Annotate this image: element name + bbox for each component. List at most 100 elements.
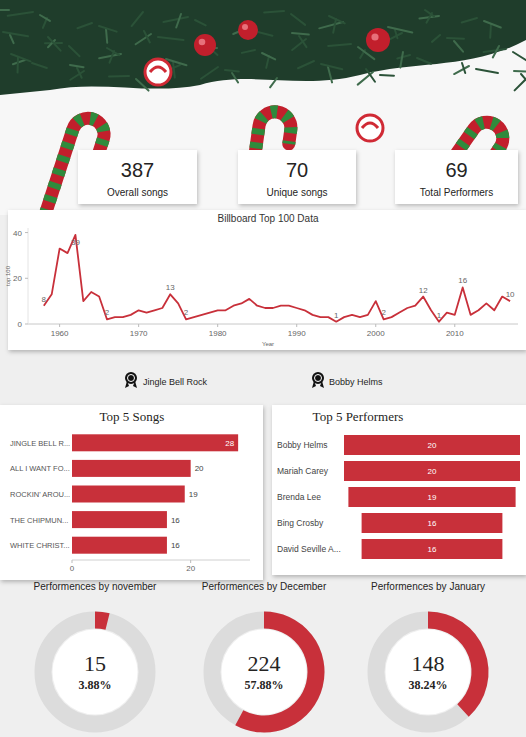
needle <box>425 10 434 16</box>
donut-value: 224 <box>248 651 281 676</box>
data-label: 1 <box>437 311 442 320</box>
x-tick-label: 1960 <box>51 329 69 338</box>
chart-title: Top 5 Performers <box>313 409 404 424</box>
kpi-label: Total Performers <box>420 187 493 198</box>
data-label: 10 <box>506 290 515 299</box>
needle <box>521 74 526 86</box>
candy-swirl <box>362 123 378 128</box>
kpi-label: Overall songs <box>107 187 168 198</box>
data-label: 39 <box>71 238 80 247</box>
data-label: 19 <box>189 490 198 499</box>
needle <box>493 46 499 57</box>
x-tick <box>59 324 60 327</box>
needle <box>77 68 82 78</box>
y-tick <box>25 278 28 279</box>
donut-chart: Performences by January14838.24% <box>371 581 485 724</box>
chart-title: Top 5 Songs <box>100 409 165 424</box>
needle <box>77 23 92 28</box>
x-tick-label: 1970 <box>130 329 148 338</box>
needle <box>462 18 477 22</box>
ornament-shine <box>242 24 248 30</box>
donut-track <box>212 620 316 724</box>
candy-swirl <box>150 67 166 72</box>
donut-center <box>53 630 138 715</box>
needle <box>0 9 9 11</box>
needle <box>3 32 28 36</box>
kpi-label: Unique songs <box>266 187 327 198</box>
category-label: Bobby Helms <box>277 440 328 450</box>
x-axis-line <box>72 560 250 561</box>
donut-value: 148 <box>412 651 445 676</box>
y-tick-label: 20 <box>13 274 22 283</box>
category-label: JINGLE BELL R... <box>10 439 70 448</box>
x-tick <box>138 324 139 327</box>
funnel-bar <box>362 513 503 533</box>
line-series <box>44 235 510 322</box>
kpi-card: 69Total Performers <box>395 150 518 204</box>
y-axis-title: top 100 <box>5 265 11 286</box>
ornament <box>366 28 390 52</box>
data-label: 28 <box>225 439 234 448</box>
medal-icon <box>312 372 324 388</box>
bar <box>72 537 167 554</box>
x-tick <box>375 324 376 327</box>
medal <box>312 372 324 384</box>
donut-center <box>386 630 471 715</box>
needle <box>270 78 277 87</box>
needle <box>476 69 498 73</box>
kpi-card-bg <box>395 150 518 204</box>
y-tick-label: 0 <box>18 320 23 329</box>
bar-chart: Top 5 Songs020JINGLE BELL R...28ALL I WA… <box>0 405 263 580</box>
needle <box>201 67 218 79</box>
funnel-bar <box>344 435 520 455</box>
data-label: 2 <box>184 308 189 317</box>
category-label: WHITE CHRIST... <box>10 541 70 550</box>
funnel-bar <box>348 487 515 507</box>
needle <box>321 64 342 69</box>
needle <box>132 12 143 26</box>
x-tick-label: 20 <box>186 564 195 573</box>
needle <box>109 75 129 77</box>
top-song-highlight: Jingle Bell Rock <box>143 377 208 387</box>
donut-chart: Performences by november153.88% <box>34 581 158 724</box>
category-label: Bing Crosby <box>277 518 324 528</box>
needle <box>176 14 181 27</box>
candy <box>357 115 383 141</box>
needle <box>366 69 375 82</box>
needle <box>454 41 463 52</box>
x-tick <box>217 324 218 327</box>
needle <box>514 70 526 73</box>
needle <box>292 33 309 35</box>
ornament-shine <box>371 33 378 40</box>
x-axis-line <box>28 324 518 325</box>
donut-center <box>222 630 307 715</box>
medal-ring <box>128 375 135 382</box>
needle <box>266 56 269 68</box>
data-label: 16 <box>428 545 437 554</box>
data-label: 12 <box>419 286 428 295</box>
garland <box>0 0 526 95</box>
medal-ring <box>315 375 322 382</box>
needle <box>400 52 403 68</box>
data-label: 13 <box>166 283 175 292</box>
chart-title: Performences by november <box>34 581 158 592</box>
needle <box>388 27 412 33</box>
chart-title: Performences by January <box>371 581 485 592</box>
needle <box>158 37 184 40</box>
y-tick <box>25 324 28 325</box>
line-chart-panel <box>8 210 526 350</box>
needle <box>17 57 19 73</box>
data-label: 19 <box>428 493 437 502</box>
data-label: 20 <box>428 467 437 476</box>
x-tick <box>190 560 191 563</box>
needle <box>225 70 239 71</box>
donut-track <box>376 620 480 724</box>
data-label: 20 <box>428 441 437 450</box>
needle <box>291 14 305 25</box>
kpi-card: 387 Overall songs <box>78 150 197 204</box>
bar <box>72 434 238 451</box>
ornament <box>238 20 258 40</box>
needle <box>262 53 275 59</box>
kpi-value: 387 <box>121 159 154 181</box>
needle <box>395 30 397 38</box>
